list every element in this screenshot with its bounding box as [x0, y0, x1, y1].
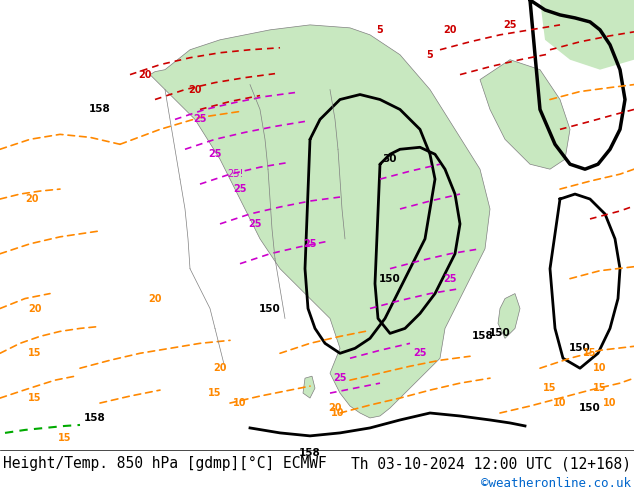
Text: 20: 20 [443, 25, 456, 35]
Text: 15: 15 [593, 383, 607, 393]
Text: 15: 15 [208, 388, 222, 398]
Text: 150: 150 [379, 273, 401, 284]
Text: 158: 158 [299, 448, 321, 458]
Text: 158: 158 [472, 331, 494, 342]
Text: 20: 20 [29, 303, 42, 314]
Text: 20: 20 [328, 403, 342, 413]
Text: 20: 20 [25, 194, 39, 204]
Text: 5: 5 [427, 49, 434, 60]
Text: 25: 25 [303, 239, 317, 249]
Text: 15: 15 [29, 348, 42, 358]
Text: 10: 10 [603, 398, 617, 408]
Text: 25: 25 [333, 373, 347, 383]
Text: 158: 158 [84, 413, 106, 423]
Text: 150: 150 [259, 303, 281, 314]
Text: 25: 25 [249, 219, 262, 229]
Text: 20: 20 [148, 294, 162, 303]
Polygon shape [480, 60, 570, 169]
Text: 5: 5 [377, 25, 384, 35]
Text: 150: 150 [489, 328, 511, 339]
Text: 25: 25 [443, 273, 456, 284]
Text: 20: 20 [213, 363, 227, 373]
Polygon shape [150, 25, 490, 418]
Text: 20: 20 [188, 85, 202, 95]
Text: 10: 10 [553, 398, 567, 408]
Text: 30: 30 [383, 154, 398, 164]
Text: 10: 10 [331, 408, 345, 418]
Text: 25: 25 [193, 115, 207, 124]
Text: 25: 25 [208, 149, 222, 159]
Text: 25: 25 [233, 184, 247, 194]
Text: 20: 20 [138, 70, 152, 80]
Text: 25: 25 [413, 348, 427, 358]
Text: 10: 10 [593, 363, 607, 373]
Text: Height/Temp. 850 hPa [gdmp][°C] ECMWF: Height/Temp. 850 hPa [gdmp][°C] ECMWF [3, 456, 327, 471]
Text: 15: 15 [29, 393, 42, 403]
Text: 158: 158 [89, 104, 111, 115]
Polygon shape [303, 376, 315, 398]
Text: 150: 150 [579, 403, 601, 413]
Text: 15: 15 [58, 433, 72, 443]
Text: 25!: 25! [227, 169, 243, 179]
Polygon shape [540, 0, 634, 70]
Text: 15: 15 [583, 348, 597, 358]
Text: 10: 10 [233, 398, 247, 408]
Text: 150: 150 [569, 343, 591, 353]
Text: Th 03-10-2024 12:00 UTC (12+168): Th 03-10-2024 12:00 UTC (12+168) [351, 456, 631, 471]
Text: 15: 15 [543, 383, 557, 393]
Text: 25: 25 [503, 20, 517, 30]
Polygon shape [498, 294, 520, 339]
Text: ©weatheronline.co.uk: ©weatheronline.co.uk [481, 477, 631, 490]
